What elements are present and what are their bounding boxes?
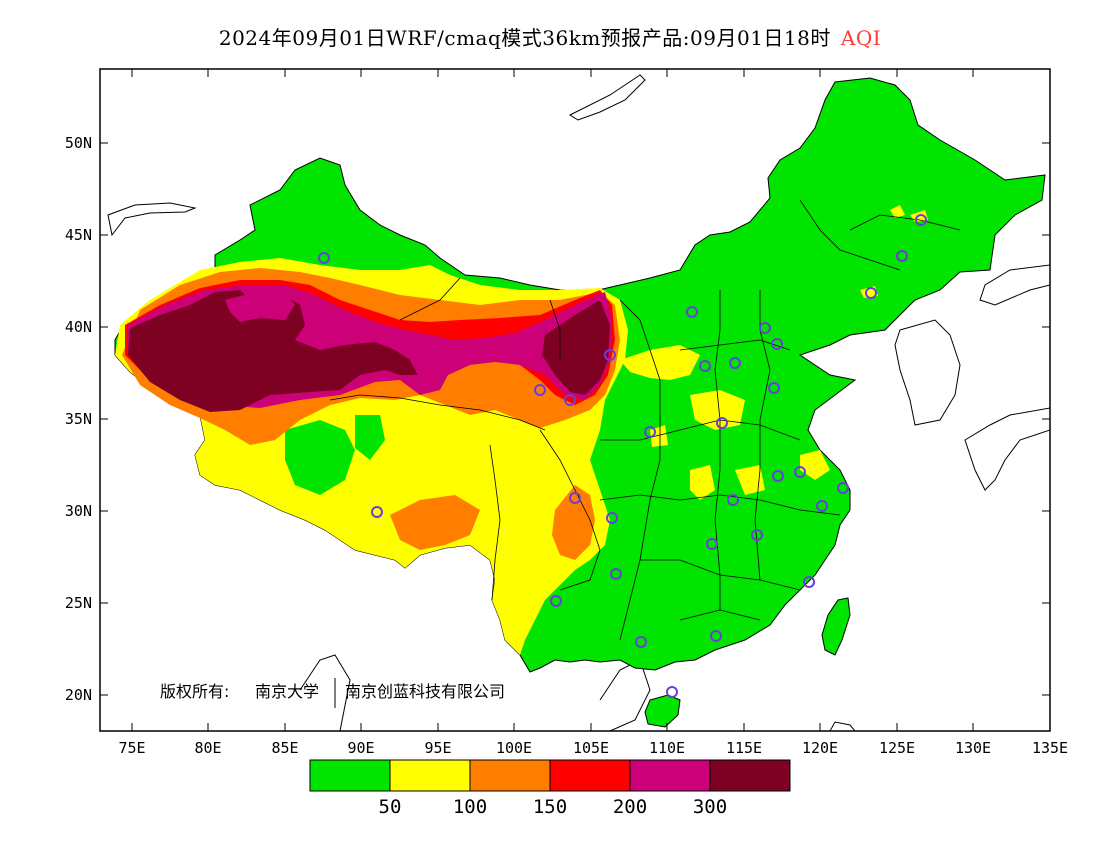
station-marker <box>771 338 783 350</box>
colorbar-swatch <box>549 759 631 792</box>
y-tick-label: 35N <box>65 410 92 428</box>
copyright: 版权所有: 南京大学 南京创蓝科技有限公司 <box>160 678 505 708</box>
aqi-region-good-hole2 <box>355 415 385 460</box>
colorbar-swatch <box>629 759 711 792</box>
aqi-region-hazardous-west <box>128 290 418 412</box>
colorbar-label: 300 <box>693 796 727 818</box>
station-marker <box>896 250 908 262</box>
y-tick-label: 20N <box>65 686 92 704</box>
aqi-region-usg-sichuan <box>552 485 595 560</box>
station-marker <box>710 630 722 642</box>
x-tick-label: 120E <box>802 739 838 757</box>
station-marker <box>686 306 698 318</box>
station-marker <box>604 349 616 361</box>
station-marker <box>610 568 622 580</box>
title-variable: AQI <box>840 26 882 50</box>
station-marker <box>644 426 656 438</box>
x-tick-label: 135E <box>1032 739 1068 757</box>
x-tick-label: 130E <box>955 739 991 757</box>
y-tick-label: 25N <box>65 594 92 612</box>
aqi-region-hazardous-east <box>542 300 610 395</box>
aqi-region-usg-tibet <box>390 495 480 550</box>
aqi-region-moderate-patch1 <box>620 345 700 380</box>
colorbar-label: 100 <box>453 796 487 818</box>
aqi-region-taiwan <box>821 597 851 656</box>
station-marker <box>915 214 927 226</box>
station-marker <box>564 394 576 406</box>
station-marker <box>635 636 647 648</box>
y-axis-labels: 50N 45N 40N 35N 30N 25N 20N <box>65 134 92 704</box>
aqi-contours <box>114 77 1046 728</box>
aqi-region-good-hole1 <box>285 420 355 495</box>
station-markers <box>318 214 927 698</box>
x-tick-label: 90E <box>347 739 374 757</box>
x-tick-label: 95E <box>424 739 451 757</box>
station-marker <box>534 384 546 396</box>
y-tick-label: 30N <box>65 502 92 520</box>
neighbor-outlines <box>107 74 1050 731</box>
station-marker <box>768 382 780 394</box>
station-marker <box>716 417 728 429</box>
y-tick-label: 40N <box>65 318 92 336</box>
aqi-region-moderate-patch4 <box>800 450 830 480</box>
station-marker <box>699 360 711 372</box>
colorbar-label: 150 <box>533 796 567 818</box>
x-tick-label: 125E <box>879 739 915 757</box>
station-marker <box>729 357 741 369</box>
copyright-prefix: 版权所有: <box>160 682 229 701</box>
station-marker <box>666 686 678 698</box>
title-main: 2024年09月01日WRF/cmaq模式36km预报产品:09月01日18时 <box>218 26 831 50</box>
station-marker <box>759 322 771 334</box>
x-tick-label: 85E <box>271 739 298 757</box>
colorbar-swatch <box>709 759 791 792</box>
colorbar-swatch <box>469 759 551 792</box>
province-borders <box>329 199 961 641</box>
aqi-region-moderate-patch2 <box>690 390 745 430</box>
copyright-org1: 南京大学 <box>255 682 319 701</box>
station-marker <box>371 506 383 518</box>
station-marker <box>751 529 763 541</box>
y-tick-label: 50N <box>65 134 92 152</box>
x-tick-label: 80E <box>194 739 221 757</box>
station-marker <box>772 470 784 482</box>
x-tick-label: 105E <box>573 739 609 757</box>
station-marker <box>569 492 581 504</box>
station-marker <box>706 538 718 550</box>
aqi-region-moderate-patch5 <box>735 465 765 495</box>
axis-ticks <box>100 69 1051 731</box>
colorbar: 50 100 150 200 300 <box>309 759 791 818</box>
x-axis-labels: 75E 80E 85E 90E 95E 100E 105E 110E 115E … <box>118 739 1068 757</box>
station-marker <box>794 466 806 478</box>
x-tick-label: 115E <box>726 739 762 757</box>
station-marker <box>727 494 739 506</box>
colorbar-swatch <box>309 759 391 792</box>
station-marker <box>318 252 330 264</box>
station-marker <box>837 482 849 494</box>
station-marker <box>865 287 877 299</box>
x-tick-label: 100E <box>496 739 532 757</box>
station-marker <box>606 512 618 524</box>
x-tick-label: 75E <box>118 739 145 757</box>
aqi-region-very-unhealthy-inner <box>225 292 295 322</box>
station-marker <box>550 595 562 607</box>
station-marker <box>816 500 828 512</box>
colorbar-label: 50 <box>379 796 402 818</box>
x-tick-label: 110E <box>649 739 685 757</box>
colorbar-label: 200 <box>613 796 647 818</box>
copyright-org2: 南京创蓝科技有限公司 <box>345 682 505 701</box>
colorbar-swatch <box>389 759 471 792</box>
station-marker <box>803 576 815 588</box>
aqi-region-moderate-patch3 <box>690 465 715 500</box>
y-tick-label: 45N <box>65 226 92 244</box>
map-title: 2024年09月01日WRF/cmaq模式36km预报产品:09月01日18时 A… <box>0 22 1100 51</box>
